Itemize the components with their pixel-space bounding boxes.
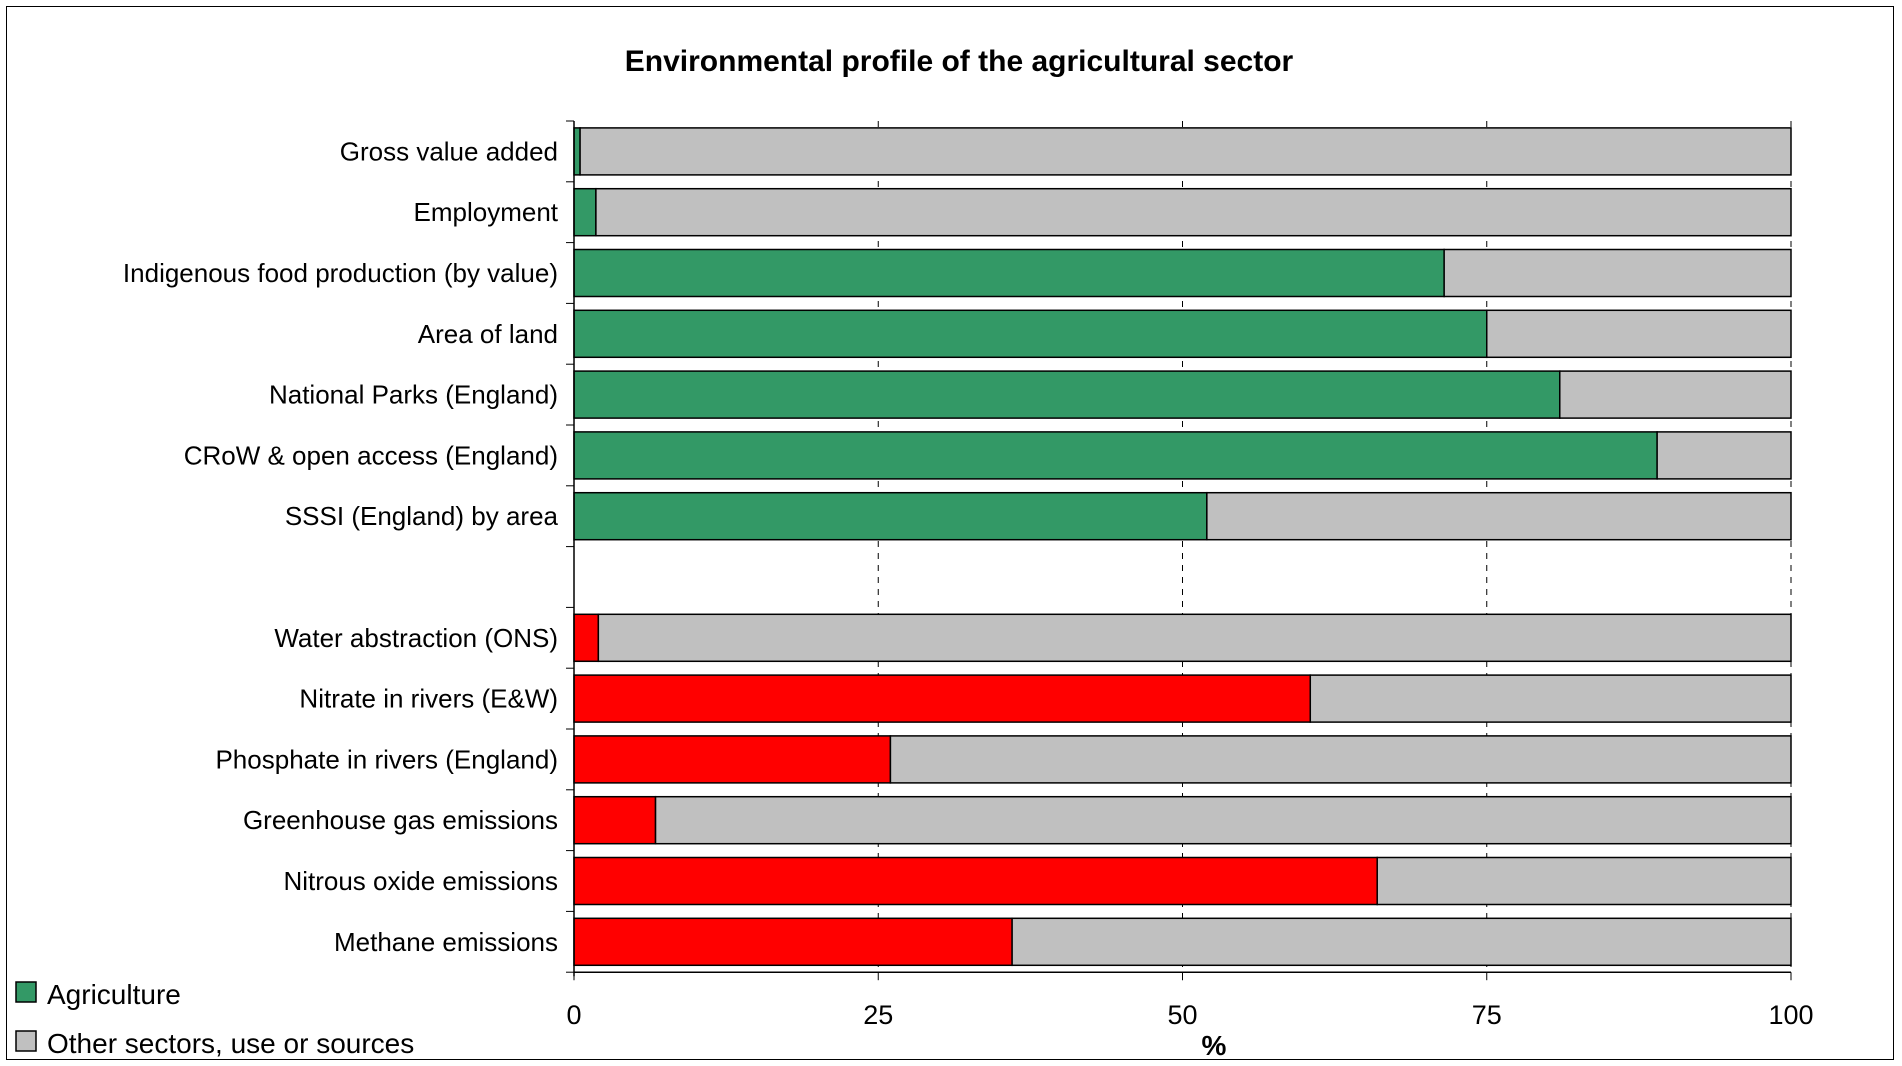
x-tick-label: 50 [1167, 1000, 1197, 1030]
legend-label: Agriculture [47, 979, 181, 1010]
category-label: Nitrate in rivers (E&W) [299, 684, 558, 714]
chart-title: Environmental profile of the agricultura… [625, 45, 1294, 78]
bar-agriculture [573, 674, 1312, 723]
x-axis: 0 25 50 75 100 [566, 120, 1814, 1030]
category-label: Methane emissions [334, 927, 558, 957]
bar-other-sectors [654, 795, 1792, 845]
category-label: Employment [414, 197, 559, 227]
category-labels: Gross value added Employment Indigenous fo… [123, 136, 559, 956]
bar-other-sectors [1011, 917, 1792, 967]
bar-agriculture [573, 917, 1013, 967]
bar-other-sectors [1486, 309, 1792, 359]
category-label: Phosphate in rivers (England) [215, 744, 558, 774]
x-tick-label: 0 [566, 1000, 581, 1030]
bar-agriculture [573, 491, 1208, 541]
x-tick-label: 100 [1768, 1000, 1813, 1030]
grid [877, 121, 1792, 973]
bar-other-sectors [597, 613, 1792, 663]
bar-other-sectors [1559, 370, 1792, 419]
legend: Agriculture Other sectors, use or sources [15, 979, 414, 1059]
x-tick-label: 75 [1472, 1000, 1502, 1030]
category-label: SSSI (England) by area [285, 501, 559, 531]
bar-other-sectors [1656, 431, 1792, 480]
legend-label: Other sectors, use or sources [47, 1028, 414, 1059]
category-label: National Parks (England) [269, 380, 558, 410]
x-axis-label: % [1202, 1030, 1227, 1061]
bar-agriculture [573, 431, 1658, 480]
bar-other-sectors [1206, 491, 1792, 541]
bar-agriculture [573, 309, 1488, 359]
bar-chart: Environmental profile of the agricultura… [15, 45, 1814, 1061]
legend-swatch [15, 1030, 37, 1052]
x-tick-label: 25 [863, 1000, 893, 1030]
category-label: Area of land [418, 319, 558, 349]
bar-agriculture [573, 248, 1445, 298]
bar-agriculture [573, 856, 1378, 906]
bar-other-sectors [1376, 856, 1792, 906]
bar-agriculture [573, 187, 597, 237]
bar-agriculture [573, 795, 657, 845]
bar-agriculture [573, 127, 581, 176]
category-label: Indigenous food production (by value) [123, 258, 558, 288]
bar-other-sectors [889, 735, 1792, 784]
bar-agriculture [573, 370, 1561, 419]
category-label: Nitrous oxide emissions [283, 866, 558, 896]
category-label: Greenhouse gas emissions [243, 805, 558, 835]
category-label: CRoW & open access (England) [184, 440, 558, 470]
bar-other-sectors [579, 127, 1792, 176]
category-label: Gross value added [340, 136, 558, 166]
legend-swatch [15, 981, 37, 1003]
bar-other-sectors [1443, 248, 1792, 298]
bar-agriculture [573, 735, 892, 784]
bar-other-sectors [1309, 674, 1792, 723]
bar-agriculture [573, 613, 600, 663]
category-label: Water abstraction (ONS) [274, 623, 558, 653]
bar-other-sectors [595, 187, 1792, 237]
bars [573, 127, 1792, 967]
chart-frame: Environmental profile of the agricultura… [6, 6, 1894, 1061]
